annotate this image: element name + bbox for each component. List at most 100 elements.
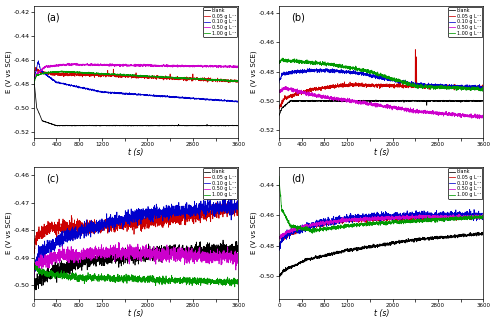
blank <box>31 282 37 285</box>
0.10 g L⁻¹ <box>235 100 241 104</box>
1.00 g L⁻¹ <box>479 89 485 93</box>
blank <box>33 288 39 292</box>
0.10 g L⁻¹ <box>88 230 94 234</box>
0.10 g L⁻¹ <box>235 202 241 206</box>
Y-axis label: E (V vs SCE): E (V vs SCE) <box>251 50 257 93</box>
Line: blank: blank <box>279 232 484 277</box>
blank <box>276 114 282 118</box>
blank <box>235 123 241 127</box>
0.50 g L⁻¹ <box>456 212 462 216</box>
blank <box>216 248 222 251</box>
0.10 g L⁻¹ <box>154 211 160 215</box>
blank <box>481 99 487 103</box>
0.05 g L⁻¹ <box>276 246 282 249</box>
0.05 g L⁻¹ <box>235 79 241 83</box>
0.10 g L⁻¹ <box>400 214 406 218</box>
Line: 0.10 g L⁻¹: 0.10 g L⁻¹ <box>279 68 484 89</box>
Line: 1.00 g L⁻¹: 1.00 g L⁻¹ <box>279 176 484 233</box>
0.05 g L⁻¹ <box>400 84 406 88</box>
1.00 g L⁻¹ <box>461 85 467 89</box>
0.05 g L⁻¹ <box>216 206 222 210</box>
Line: blank: blank <box>34 77 238 126</box>
0.50 g L⁻¹ <box>320 93 326 97</box>
0.05 g L⁻¹ <box>216 78 222 82</box>
0.10 g L⁻¹ <box>461 214 467 217</box>
0.10 g L⁻¹ <box>216 205 222 209</box>
Line: 0.50 g L⁻¹: 0.50 g L⁻¹ <box>34 242 238 277</box>
0.05 g L⁻¹ <box>154 75 160 78</box>
0.10 g L⁻¹ <box>216 98 222 102</box>
1.00 g L⁻¹ <box>403 220 409 224</box>
Text: (b): (b) <box>291 12 305 22</box>
0.50 g L⁻¹ <box>235 259 241 262</box>
0.10 g L⁻¹ <box>226 194 232 198</box>
1.00 g L⁻¹ <box>31 266 37 270</box>
Line: 1.00 g L⁻¹: 1.00 g L⁻¹ <box>279 58 484 91</box>
Legend: blank, 0.05 g L⁻¹, 0.10 g L⁻¹, 0.50 g L⁻¹, 1.00 g L⁻¹: blank, 0.05 g L⁻¹, 0.10 g L⁻¹, 0.50 g L⁻… <box>448 6 483 37</box>
0.50 g L⁻¹ <box>481 214 487 218</box>
blank <box>403 99 409 103</box>
0.50 g L⁻¹ <box>400 215 406 219</box>
0.10 g L⁻¹ <box>481 214 487 217</box>
X-axis label: t (s): t (s) <box>373 148 389 157</box>
1.00 g L⁻¹ <box>400 80 406 84</box>
0.50 g L⁻¹ <box>477 117 483 121</box>
0.10 g L⁻¹ <box>31 268 37 272</box>
Line: 1.00 g L⁻¹: 1.00 g L⁻¹ <box>34 71 238 84</box>
Line: 0.05 g L⁻¹: 0.05 g L⁻¹ <box>279 214 484 248</box>
Line: 0.05 g L⁻¹: 0.05 g L⁻¹ <box>34 201 238 254</box>
Line: 0.10 g L⁻¹: 0.10 g L⁻¹ <box>279 209 484 250</box>
Text: (c): (c) <box>46 173 59 183</box>
Line: 0.50 g L⁻¹: 0.50 g L⁻¹ <box>34 63 238 83</box>
0.50 g L⁻¹ <box>88 252 94 256</box>
blank <box>373 98 379 102</box>
0.50 g L⁻¹ <box>320 219 326 223</box>
X-axis label: t (s): t (s) <box>128 309 144 318</box>
0.05 g L⁻¹ <box>74 73 80 76</box>
Line: 0.05 g L⁻¹: 0.05 g L⁻¹ <box>279 50 484 109</box>
0.10 g L⁻¹ <box>35 59 41 63</box>
1.00 g L⁻¹ <box>216 78 222 82</box>
0.50 g L⁻¹ <box>235 64 241 68</box>
0.05 g L⁻¹ <box>235 79 241 83</box>
1.00 g L⁻¹ <box>235 79 241 83</box>
1.00 g L⁻¹ <box>276 174 282 178</box>
0.50 g L⁻¹ <box>158 64 164 68</box>
0.05 g L⁻¹ <box>460 213 466 216</box>
0.05 g L⁻¹ <box>221 199 227 202</box>
0.05 g L⁻¹ <box>481 215 487 219</box>
0.50 g L⁻¹ <box>65 61 71 65</box>
1.00 g L⁻¹ <box>216 282 222 285</box>
0.10 g L⁻¹ <box>403 82 409 86</box>
0.05 g L⁻¹ <box>276 106 282 110</box>
blank <box>154 249 160 252</box>
0.10 g L⁻¹ <box>158 94 164 98</box>
blank <box>400 99 406 103</box>
0.50 g L⁻¹ <box>31 81 37 85</box>
0.50 g L⁻¹ <box>283 85 289 88</box>
0.50 g L⁻¹ <box>403 107 409 111</box>
1.00 g L⁻¹ <box>276 60 282 64</box>
blank <box>74 124 80 128</box>
0.10 g L⁻¹ <box>235 204 241 208</box>
1.00 g L⁻¹ <box>400 220 406 224</box>
1.00 g L⁻¹ <box>481 87 487 91</box>
1.00 g L⁻¹ <box>75 70 81 74</box>
blank <box>333 99 339 103</box>
Line: 0.10 g L⁻¹: 0.10 g L⁻¹ <box>34 196 238 275</box>
0.05 g L⁻¹ <box>235 80 241 84</box>
0.50 g L⁻¹ <box>276 236 282 240</box>
1.00 g L⁻¹ <box>155 75 161 79</box>
0.05 g L⁻¹ <box>403 84 409 88</box>
0.05 g L⁻¹ <box>461 86 467 90</box>
0.50 g L⁻¹ <box>461 215 467 219</box>
Legend: blank, 0.05 g L⁻¹, 0.10 g L⁻¹, 0.50 g L⁻¹, 1.00 g L⁻¹: blank, 0.05 g L⁻¹, 0.10 g L⁻¹, 0.50 g L⁻… <box>203 168 237 199</box>
X-axis label: t (s): t (s) <box>128 148 144 157</box>
0.10 g L⁻¹ <box>481 85 487 88</box>
0.05 g L⁻¹ <box>88 224 94 228</box>
0.50 g L⁻¹ <box>155 249 161 253</box>
0.10 g L⁻¹ <box>467 207 473 211</box>
1.00 g L⁻¹ <box>403 82 409 86</box>
Line: 0.50 g L⁻¹: 0.50 g L⁻¹ <box>279 87 484 119</box>
0.05 g L⁻¹ <box>88 74 94 78</box>
